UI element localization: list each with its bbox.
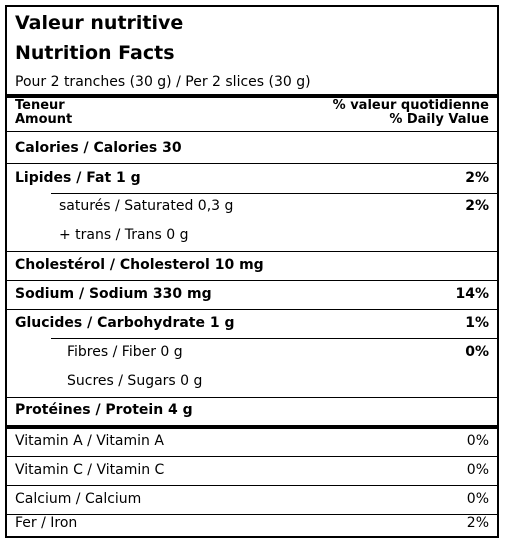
thick-divider: [7, 94, 497, 98]
divider: [7, 309, 497, 310]
divider: [51, 338, 497, 339]
title-french: Valeur nutritive: [15, 12, 184, 34]
row-iron: Fer / Iron 2%: [7, 509, 497, 538]
nutrient-name: Sucres / Sugars 0 g: [67, 373, 203, 389]
divider: [7, 397, 497, 398]
row-calories: Calories / Calories 30: [7, 134, 497, 163]
row-vitamin-c: Vitamin C / Vitamin C 0%: [7, 456, 497, 485]
nutrient-name: saturés / Saturated 0,3 g: [59, 198, 234, 214]
nutrient-name: Vitamin A / Vitamin A: [15, 433, 164, 449]
nutrient-name: Lipides / Fat 1 g: [15, 170, 141, 186]
daily-value: 0%: [466, 433, 489, 449]
divider: [7, 280, 497, 281]
daily-value: 0%: [466, 462, 489, 478]
row-calcium: Calcium / Calcium 0%: [7, 485, 497, 514]
title-english: Nutrition Facts: [15, 42, 175, 64]
row-vitamin-a: Vitamin A / Vitamin A 0%: [7, 427, 497, 456]
nutrition-facts-table: Valeur nutritive Nutrition Facts Pour 2 …: [5, 5, 499, 538]
row-sugars: Sucres / Sugars 0 g: [7, 367, 497, 396]
daily-value: 2%: [465, 198, 489, 214]
nutrient-name: Calories / Calories 30: [15, 140, 182, 156]
daily-value: 0%: [465, 344, 489, 360]
amount-header-french: Teneur: [15, 98, 65, 113]
row-fat: Lipides / Fat 1 g 2%: [7, 164, 497, 193]
divider: [7, 163, 497, 164]
daily-value-header-french: % valeur quotidienne: [332, 98, 489, 113]
amount-header-english: Amount: [15, 112, 73, 127]
thick-divider: [7, 425, 497, 429]
nutrient-name: Fibres / Fiber 0 g: [67, 344, 183, 360]
nutrient-name: Glucides / Carbohydrate 1 g: [15, 315, 235, 331]
daily-value-header-english: % Daily Value: [389, 112, 489, 127]
nutrient-name: Sodium / Sodium 330 mg: [15, 286, 212, 302]
divider: [7, 251, 497, 252]
divider: [7, 131, 497, 132]
daily-value: 0%: [466, 491, 489, 507]
nutrient-name: Cholestérol / Cholesterol 10 mg: [15, 257, 264, 273]
row-cholesterol: Cholestérol / Cholesterol 10 mg: [7, 251, 497, 280]
divider: [7, 514, 497, 515]
daily-value: 2%: [466, 515, 489, 531]
row-saturated: saturés / Saturated 0,3 g 2%: [7, 192, 497, 221]
nutrient-name: Vitamin C / Vitamin C: [15, 462, 165, 478]
nutrient-name: Calcium / Calcium: [15, 491, 142, 507]
row-sodium: Sodium / Sodium 330 mg 14%: [7, 280, 497, 309]
divider: [7, 456, 497, 457]
row-carbohydrate: Glucides / Carbohydrate 1 g 1%: [7, 309, 497, 338]
nutrient-name: Fer / Iron: [15, 515, 78, 531]
serving-size: Pour 2 tranches (30 g) / Per 2 slices (3…: [15, 74, 311, 90]
divider: [51, 193, 497, 194]
daily-value: 1%: [465, 315, 489, 331]
row-trans: + trans / Trans 0 g: [7, 221, 497, 250]
daily-value: 2%: [465, 170, 489, 186]
nutrient-name: Protéines / Protein 4 g: [15, 402, 193, 418]
row-fiber: Fibres / Fiber 0 g 0%: [7, 338, 497, 367]
row-protein: Protéines / Protein 4 g: [7, 396, 497, 425]
nutrient-name: + trans / Trans 0 g: [59, 227, 189, 243]
divider: [7, 485, 497, 486]
daily-value: 14%: [455, 286, 489, 302]
